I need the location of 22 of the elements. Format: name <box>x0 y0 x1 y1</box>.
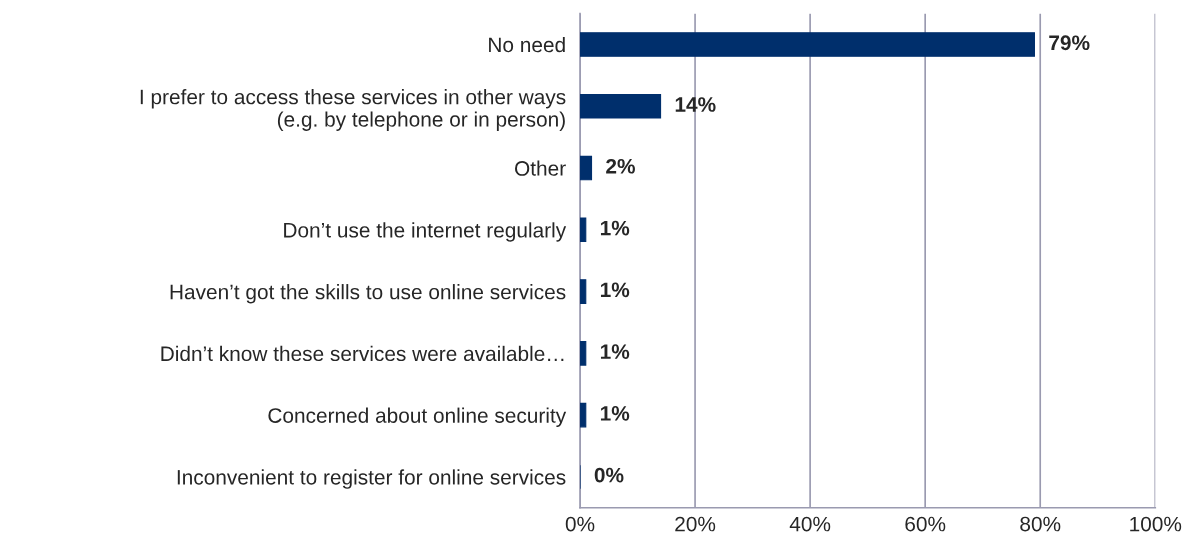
data-label: 2% <box>606 158 635 174</box>
x-tick-label: 100% <box>1130 516 1182 532</box>
y-tick-label: Concerned about online security <box>268 407 567 427</box>
y-tick-label: I prefer to access these services in other ways (e.g. by telephone or in person) <box>140 89 566 131</box>
data-label: 14% <box>675 97 716 112</box>
y-tick-label: Don’t use the internet regularly <box>284 222 567 242</box>
x-tick-label: 20% <box>675 516 716 532</box>
x-tick-label: 80% <box>1020 516 1061 532</box>
y-tick-label: No need <box>489 36 565 53</box>
x-tick-label: 60% <box>905 516 946 532</box>
data-label: 79% <box>1049 35 1090 51</box>
data-label: 0% <box>594 467 624 483</box>
x-tick-label: 40% <box>789 516 831 532</box>
data-label: 1% <box>600 344 630 359</box>
data-label: 1% <box>600 220 630 236</box>
data-label: 1% <box>600 406 630 421</box>
y-tick-label: Haven’t got the skills to use online services <box>170 284 566 304</box>
y-tick-label: Other <box>515 160 566 176</box>
y-tick-label: Inconvenient to register for online services <box>177 469 566 489</box>
y-tick-label: Didn’t know these services were available… <box>161 345 564 362</box>
x-tick-label: 0% <box>565 516 595 532</box>
data-label: 1% <box>600 282 630 298</box>
